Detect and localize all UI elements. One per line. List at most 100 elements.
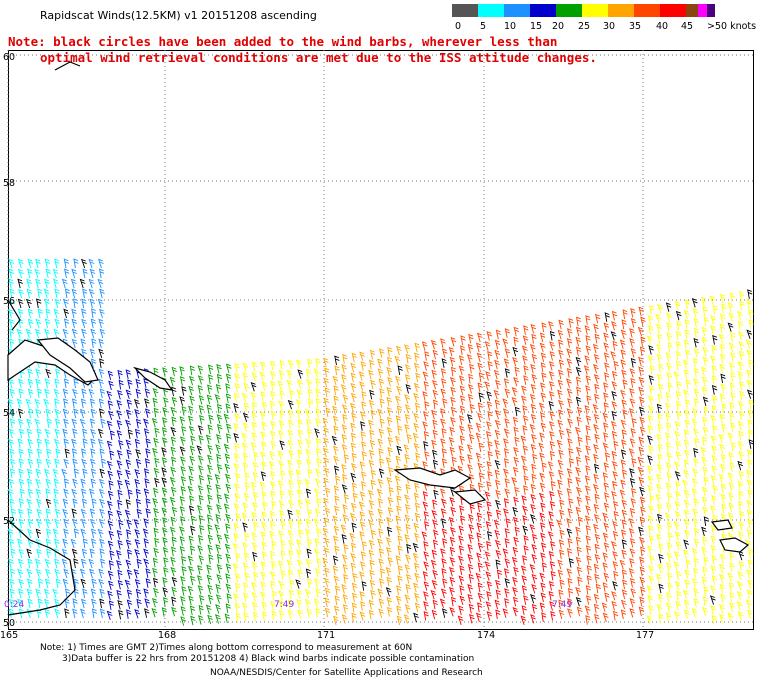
legend-label-40: 40: [656, 21, 669, 32]
wind-barb: [550, 480, 556, 491]
wind-barb: [458, 605, 464, 616]
wind-barb: [225, 553, 231, 564]
wind-barb: [90, 428, 96, 439]
wind-barb: [334, 465, 340, 476]
wind-barb: [72, 608, 78, 619]
wind-barb: [719, 573, 725, 584]
wind-barb: [117, 569, 123, 580]
wind-barb: [343, 494, 350, 504]
wind-barb: [82, 288, 88, 299]
wind-barb: [335, 585, 341, 596]
wind-barb: [9, 338, 15, 349]
wind-barb: [549, 431, 555, 441]
wind-barb: [548, 511, 554, 521]
wind-barb: [540, 392, 547, 403]
wind-barb: [710, 325, 716, 335]
wind-barb: [251, 531, 257, 542]
wind-barb: [604, 312, 610, 322]
wind-barb: [97, 428, 104, 439]
wind-barb: [72, 498, 78, 509]
wind-barb: [640, 506, 646, 517]
wind-barb: [234, 373, 240, 383]
wind-barb: [494, 439, 500, 450]
wind-barb: [611, 600, 617, 611]
wind-barb: [216, 564, 223, 574]
wind-barb: [270, 420, 276, 431]
island-east: [719, 537, 750, 553]
wind-barb: [145, 498, 151, 508]
wind-barb: [107, 490, 114, 501]
wind-barb: [700, 366, 707, 377]
wind-barb: [620, 359, 626, 370]
wind-barb: [575, 366, 582, 377]
wind-barb: [88, 278, 95, 289]
wind-barb: [450, 406, 457, 417]
wind-barb: [54, 458, 60, 469]
wind-barb: [459, 515, 466, 525]
wind-barb: [712, 395, 718, 405]
wind-barb: [494, 529, 501, 540]
wind-barb: [54, 288, 60, 299]
wind-barb: [73, 408, 79, 419]
wind-barb: [116, 469, 123, 480]
wind-barb: [738, 320, 744, 331]
wind-barb: [484, 561, 491, 571]
wind-barb: [313, 368, 320, 378]
wind-barb: [737, 440, 744, 451]
wind-barb: [297, 429, 303, 439]
wind-barb: [125, 539, 132, 550]
wind-barb: [655, 313, 662, 324]
wind-barb: [91, 578, 97, 589]
wind-barb: [702, 436, 708, 447]
wind-barb: [197, 375, 204, 385]
wind-barb: [550, 610, 556, 621]
wind-barb: [730, 392, 736, 402]
wind-barb: [394, 435, 401, 446]
wind-barb: [504, 368, 511, 378]
wind-barb: [530, 614, 536, 624]
wind-barb: [145, 448, 151, 458]
wind-barb: [252, 501, 259, 512]
wind-barb: [126, 519, 132, 530]
wind-barb: [235, 552, 241, 563]
wind-barb: [431, 409, 437, 420]
wind-barb: [261, 491, 267, 501]
wind-barb: [287, 399, 294, 410]
wind-barb: [511, 477, 518, 487]
wind-barb: [685, 559, 691, 569]
wind-barb: [133, 519, 140, 529]
wind-barb: [405, 353, 412, 364]
wind-barb: [611, 381, 618, 391]
wind-barb: [468, 514, 474, 524]
wind-barb: [693, 457, 699, 468]
wind-barb: [151, 607, 158, 618]
wind-barb: [656, 473, 662, 484]
wind-barb: [548, 421, 555, 431]
wind-barb: [584, 455, 591, 465]
wind-barb: [280, 520, 286, 530]
wind-barb: [377, 588, 384, 598]
wind-barb: [225, 403, 231, 413]
wind-barb: [71, 318, 78, 329]
wind-barb: [277, 380, 284, 390]
wind-barb: [26, 498, 33, 509]
wind-barb: [593, 603, 600, 614]
wind-barb: [46, 548, 52, 559]
wind-barb: [719, 443, 725, 454]
wind-barb: [269, 520, 276, 531]
wind-barb: [171, 396, 178, 407]
wind-barb: [468, 473, 475, 484]
wind-barb: [44, 278, 50, 289]
wind-barb: [243, 582, 249, 592]
wind-barb: [449, 377, 456, 387]
wind-barb: [280, 470, 286, 480]
wind-barb: [477, 402, 484, 413]
wind-barb: [594, 463, 600, 474]
wind-barb: [449, 546, 456, 557]
wind-barb: [746, 609, 753, 619]
wind-barb: [368, 609, 375, 620]
wind-barb: [349, 402, 356, 413]
wind-barb: [692, 408, 698, 418]
wind-barb: [737, 530, 744, 541]
wind-barb: [575, 326, 582, 337]
